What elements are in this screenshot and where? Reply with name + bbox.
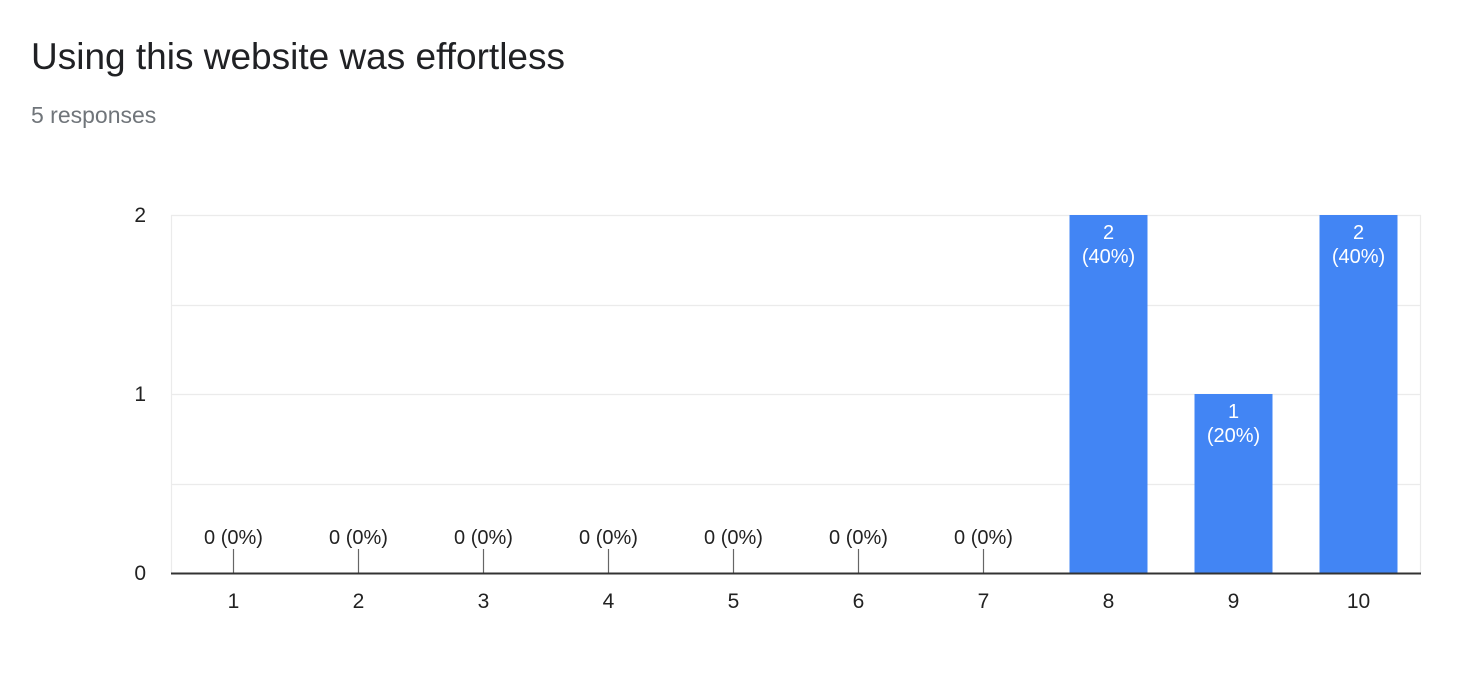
bar-data-label: (40%): [1332, 246, 1385, 268]
bar-data-label: 0 (0%): [454, 527, 513, 549]
y-tick-label: 2: [134, 204, 146, 227]
x-tick-label: 3: [478, 590, 490, 613]
question-title: Using this website was effortless: [31, 36, 565, 77]
x-tick-label: 4: [603, 590, 615, 613]
response-count: 5 responses: [31, 102, 157, 128]
x-tick-label: 5: [728, 590, 740, 613]
bar-data-label: 0 (0%): [829, 527, 888, 549]
x-tick-label: 9: [1228, 590, 1240, 613]
bar-data-label: 0 (0%): [954, 527, 1013, 549]
bar: [1319, 215, 1398, 573]
x-tick-label: 2: [353, 590, 365, 613]
bar-data-label: 0 (0%): [704, 527, 763, 549]
bar: [1069, 215, 1148, 573]
bar-data-label: (20%): [1207, 425, 1260, 447]
bar-data-label: 1: [1228, 401, 1239, 423]
bar-data-label: 2: [1353, 222, 1364, 244]
x-tick-label: 7: [978, 590, 990, 613]
y-tick-label: 1: [134, 383, 146, 406]
bar-data-label: 0 (0%): [579, 527, 638, 549]
x-tick-label: 1: [228, 590, 240, 613]
bar: [1194, 394, 1273, 573]
bar-data-label: 0 (0%): [204, 527, 263, 549]
bar-data-label: 0 (0%): [329, 527, 388, 549]
bar-data-label: (40%): [1082, 246, 1135, 268]
bar-data-label: 2: [1103, 222, 1114, 244]
x-tick-label: 10: [1347, 590, 1370, 613]
y-tick-label: 0: [134, 562, 146, 585]
x-tick-label: 6: [853, 590, 865, 613]
x-tick-label: 8: [1103, 590, 1115, 613]
